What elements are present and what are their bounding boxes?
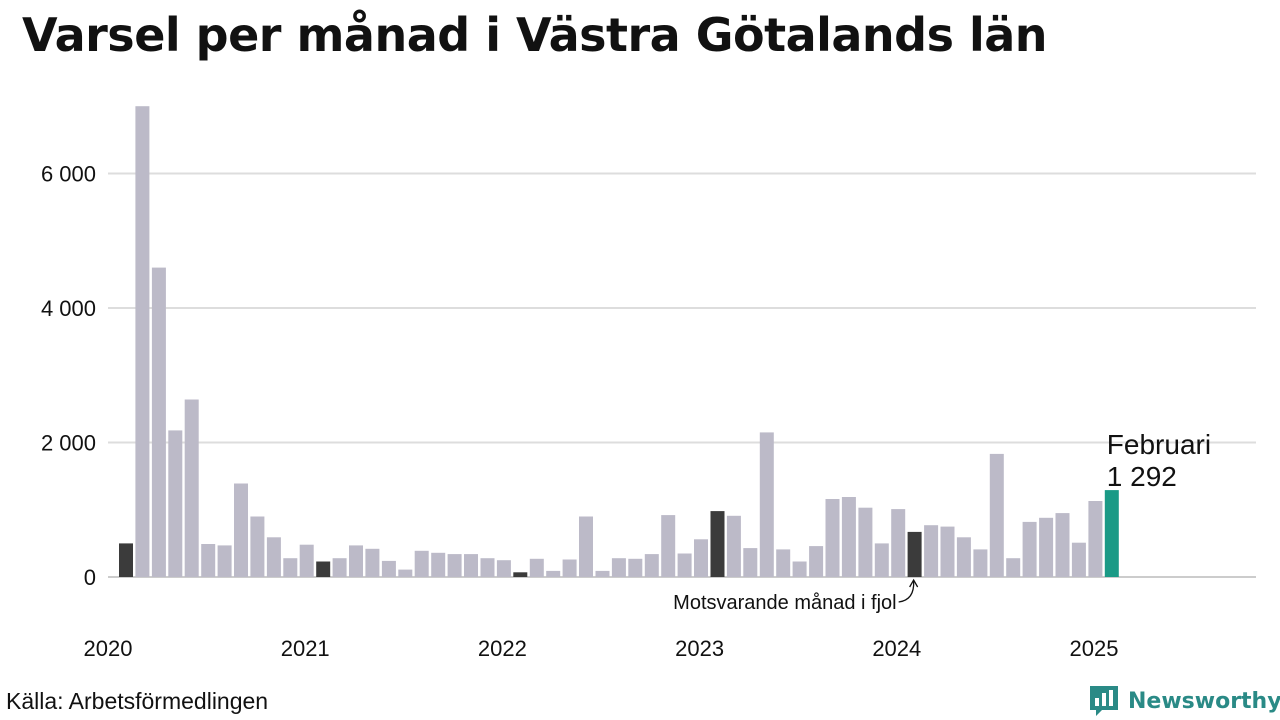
x-tick-label: 2022 xyxy=(478,636,527,661)
x-tick-label: 2023 xyxy=(675,636,724,661)
annotation-arrow xyxy=(898,580,915,603)
bar xyxy=(1006,558,1021,577)
brand-name: Newsworthy xyxy=(1128,688,1280,714)
bar xyxy=(496,560,511,577)
bar xyxy=(825,499,840,577)
bar-same-month xyxy=(513,572,528,577)
bar xyxy=(217,545,232,577)
bar xyxy=(365,548,380,577)
bars xyxy=(119,106,1119,577)
bar-same-month xyxy=(119,543,133,577)
bar xyxy=(940,526,955,577)
x-tick-label: 2020 xyxy=(84,636,133,661)
brand-logo: Newsworthy xyxy=(1088,684,1280,718)
x-tick-label: 2021 xyxy=(281,636,330,661)
y-tick-label: 4 000 xyxy=(41,296,96,321)
bar xyxy=(579,516,593,577)
y-tick-label: 0 xyxy=(84,565,96,590)
bar xyxy=(168,430,183,577)
bar xyxy=(234,483,248,577)
bar xyxy=(1088,501,1103,577)
bar xyxy=(546,570,561,577)
bar xyxy=(973,549,988,577)
x-tick-label: 2024 xyxy=(872,636,921,661)
x-axis-ticks: 2020 2021 2022 2023 2024 2025 xyxy=(84,636,1119,661)
arrow-head-icon xyxy=(909,578,919,588)
bar xyxy=(1071,542,1086,577)
annotation-current-value: 1 292 xyxy=(1107,461,1177,492)
bar xyxy=(792,561,807,577)
bar xyxy=(628,558,643,577)
bar xyxy=(250,516,265,577)
bar xyxy=(858,507,873,577)
y-tick-label: 6 000 xyxy=(41,162,96,187)
bar xyxy=(759,432,774,577)
y-tick-label: 2 000 xyxy=(41,431,96,456)
bar xyxy=(1022,521,1037,577)
bar xyxy=(135,106,150,577)
bar-same-month xyxy=(316,561,331,577)
bar xyxy=(677,553,692,577)
bar xyxy=(841,497,856,577)
source-note: Källa: Arbetsförmedlingen xyxy=(6,688,269,714)
bar xyxy=(874,543,889,577)
bar xyxy=(266,537,281,577)
bar xyxy=(989,453,1004,577)
x-tick-label: 2025 xyxy=(1070,636,1119,661)
bar xyxy=(956,537,971,577)
bar xyxy=(299,544,314,577)
bar xyxy=(332,558,347,577)
annotation-last-year: Motsvarande månad i fjol xyxy=(673,592,896,614)
bar xyxy=(283,558,298,577)
bar-current-month xyxy=(1104,490,1119,577)
bar xyxy=(381,560,396,577)
bar-chart-logo-icon xyxy=(1090,686,1118,716)
bar xyxy=(464,554,478,577)
bar xyxy=(184,399,199,577)
bar xyxy=(529,558,544,577)
bar xyxy=(447,554,462,577)
bar-same-month xyxy=(710,511,725,577)
annotation-current-month: Februari xyxy=(1107,429,1211,460)
bar xyxy=(431,552,446,577)
bar xyxy=(595,570,610,577)
bar xyxy=(809,546,824,577)
bar xyxy=(349,545,363,577)
chart-title: Varsel per månad i Västra Götalands län xyxy=(22,8,1048,62)
bar xyxy=(694,539,708,577)
bar xyxy=(644,554,659,577)
bar xyxy=(201,544,216,577)
bar xyxy=(924,525,939,577)
bar-same-month xyxy=(907,531,922,577)
bar xyxy=(776,549,791,577)
bar xyxy=(611,558,626,577)
bar xyxy=(562,559,577,577)
bar xyxy=(1055,513,1070,577)
bar xyxy=(661,515,676,577)
bar xyxy=(414,550,429,577)
bar xyxy=(726,515,741,577)
gridlines xyxy=(108,172,1256,578)
y-axis-ticks: 0 2 000 4 000 6 000 xyxy=(41,162,96,591)
bar xyxy=(891,509,906,577)
bar xyxy=(743,548,758,577)
bar xyxy=(151,267,166,577)
bar xyxy=(398,569,413,577)
bar xyxy=(1039,517,1054,577)
bar xyxy=(480,558,495,577)
